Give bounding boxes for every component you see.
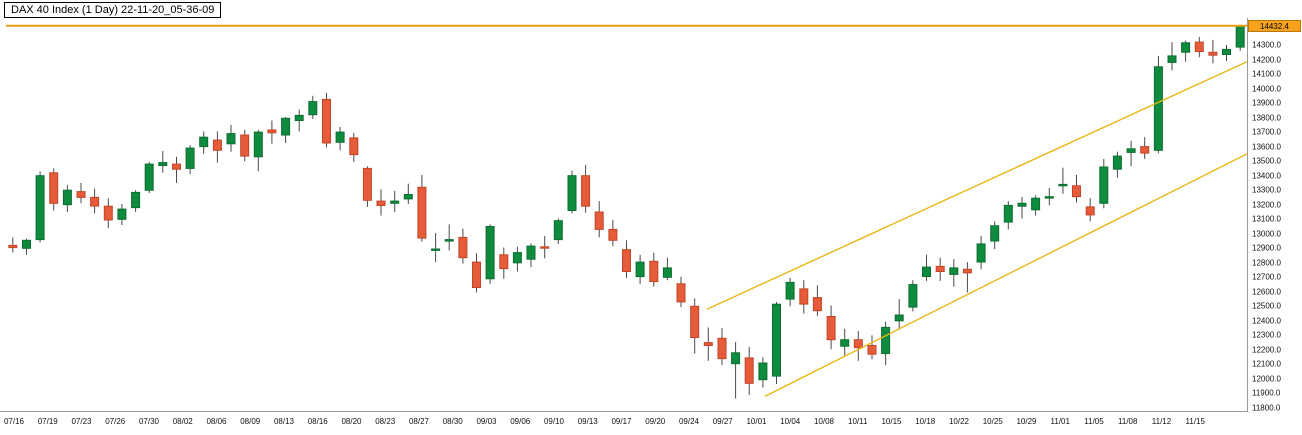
price-axis-label: 14000.0	[1252, 84, 1281, 94]
candlestick-chart[interactable]	[6, 18, 1247, 410]
price-axis-label: 13600.0	[1252, 142, 1281, 152]
price-axis-label: 12300.0	[1252, 330, 1281, 340]
date-axis-label: 09/24	[678, 417, 700, 426]
date-axis-label: 11/15	[1185, 417, 1205, 426]
date-axis-label: 09/13	[577, 417, 598, 426]
date-axis-label: 11/08	[1118, 417, 1138, 426]
price-axis-label: 12100.0	[1252, 359, 1281, 369]
date-axis-label: 08/16	[307, 417, 328, 426]
date-axis-label: 10/15	[881, 417, 902, 426]
date-axis-label: 08/30	[442, 417, 463, 426]
price-axis-label: 14300.0	[1252, 40, 1281, 50]
price-axis-label: 12500.0	[1252, 301, 1281, 311]
date-axis-label: 09/10	[543, 417, 565, 426]
date-axis-label: 10/25	[982, 417, 1003, 426]
price-axis-label: 14200.0	[1252, 55, 1281, 65]
price-axis-label: 13000.0	[1252, 229, 1281, 239]
date-axis-label: 11/12	[1151, 417, 1172, 426]
chart-title: DAX 40 Index (1 Day) 22-11-20_05-36-09	[4, 2, 222, 18]
price-axis-label: 11900.0	[1252, 388, 1281, 398]
date-axis-label: 07/16	[3, 417, 25, 426]
date-axis-label: 08/27	[408, 417, 430, 426]
price-axis-label: 12700.0	[1252, 272, 1281, 282]
date-axis[interactable]: 07/16 07/19 07/23 07/26 07/30 08/02 08/06 08/09…	[0, 417, 1248, 431]
date-axis-label: 09/06	[510, 417, 531, 426]
date-axis-label: 10/04	[780, 417, 801, 426]
price-axis-label: 12400.0	[1252, 316, 1281, 326]
date-axis-label: 07/23	[71, 417, 92, 426]
date-axis-label: 10/18	[915, 417, 936, 426]
price-axis-label: 12000.0	[1252, 374, 1281, 384]
price-axis-label: 13700.0	[1252, 127, 1281, 137]
date-axis-label: 11/01	[1050, 417, 1070, 426]
price-axis-label: 12200.0	[1252, 345, 1281, 355]
price-axis-label: 12600.0	[1252, 287, 1281, 297]
date-axis-label: 08/20	[341, 417, 362, 426]
date-axis-label: 07/26	[105, 417, 126, 426]
date-axis-label: 10/01	[746, 417, 767, 426]
price-axis-label: 13100.0	[1252, 214, 1281, 224]
date-axis-label: 08/13	[273, 417, 295, 426]
price-axis-label: 11800.0	[1252, 403, 1281, 413]
price-axis-separator	[1247, 18, 1248, 412]
date-axis-label: 09/17	[611, 417, 632, 426]
price-axis-label: 12900.0	[1252, 243, 1281, 253]
date-axis-label: 10/11	[848, 417, 868, 426]
date-axis-separator	[0, 411, 1248, 412]
date-axis-label: 10/22	[948, 417, 970, 426]
last-price-tag: 14432.4	[1248, 19, 1301, 32]
date-axis-label: 10/08	[813, 417, 835, 426]
price-axis-label: 13200.0	[1252, 200, 1281, 210]
price-axis-label: 12800.0	[1252, 258, 1281, 268]
price-axis-label: 13800.0	[1252, 113, 1281, 123]
date-axis-label: 11/05	[1084, 417, 1104, 426]
date-axis-label: 07/19	[37, 417, 58, 426]
date-axis-label: 10/29	[1016, 417, 1037, 426]
date-axis-label: 08/09	[240, 417, 261, 426]
date-axis-label: 08/23	[375, 417, 396, 426]
date-axis-label: 07/30	[138, 417, 160, 426]
price-axis-label: 14100.0	[1252, 69, 1281, 79]
date-axis-label: 08/02	[172, 417, 193, 426]
date-axis-label: 09/20	[645, 417, 666, 426]
price-axis-label: 13500.0	[1252, 156, 1281, 166]
price-axis-label: 13300.0	[1252, 185, 1281, 195]
date-axis-label: 09/27	[712, 417, 733, 426]
date-axis-label: 09/03	[476, 417, 497, 426]
date-axis-label: 08/06	[206, 417, 227, 426]
price-axis-label: 13400.0	[1252, 171, 1281, 181]
price-axis-label: 13900.0	[1252, 98, 1281, 108]
